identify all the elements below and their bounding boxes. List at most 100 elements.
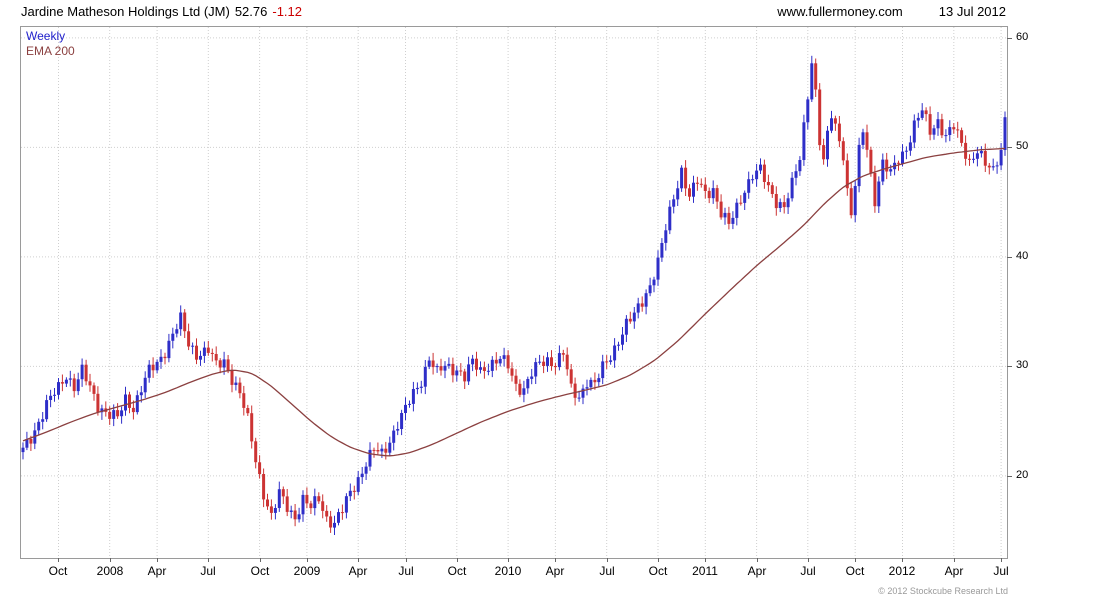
candle-body: [151, 364, 155, 371]
candle: [214, 346, 218, 366]
candle-body: [269, 506, 273, 513]
candle: [561, 349, 565, 362]
candle: [242, 385, 246, 416]
candle: [699, 178, 703, 188]
candle-body: [766, 182, 770, 186]
candle: [546, 352, 549, 372]
candle: [447, 357, 451, 369]
candle-body: [573, 383, 577, 398]
candle: [183, 309, 187, 338]
candle: [317, 492, 321, 504]
candle: [912, 114, 916, 149]
candle: [309, 500, 313, 514]
candle: [37, 418, 41, 436]
candle-body: [210, 352, 214, 354]
candle-body: [684, 167, 688, 189]
candle: [538, 354, 542, 365]
candle: [550, 350, 553, 371]
chart-legend: Weekly EMA 200: [26, 29, 75, 59]
candle: [818, 83, 822, 151]
candle: [293, 504, 297, 527]
chart-area: Weekly EMA 200: [20, 26, 1008, 559]
candle-body: [226, 359, 230, 371]
candle: [411, 381, 415, 412]
candle: [191, 342, 195, 355]
candle-body: [609, 360, 613, 362]
x-tick-label: 2008: [96, 564, 124, 578]
candle: [159, 349, 163, 369]
x-tick-label: Apr: [147, 564, 167, 578]
candle-body: [120, 410, 124, 417]
candle: [648, 277, 652, 297]
candle: [388, 436, 392, 457]
candle: [408, 400, 411, 408]
candle-body: [688, 188, 691, 197]
candle-body: [798, 160, 802, 172]
candle-body: [837, 123, 841, 142]
candle-body: [968, 158, 971, 160]
x-tick-label: 2009: [293, 564, 321, 578]
x-tick-label: Oct: [447, 564, 467, 578]
candle: [928, 106, 932, 141]
candle: [782, 195, 786, 214]
candle: [163, 352, 167, 365]
candle-body: [695, 182, 699, 184]
candle: [415, 382, 419, 395]
candle: [518, 379, 522, 398]
candle-body: [352, 490, 356, 492]
candle-body: [435, 366, 439, 368]
candle-body: [498, 358, 502, 364]
candle: [258, 455, 262, 479]
candle-body: [699, 183, 703, 185]
candle: [344, 493, 348, 519]
candle: [325, 505, 329, 522]
candle-body: [802, 122, 806, 160]
candle: [837, 116, 841, 148]
candle-body: [206, 347, 210, 353]
candle-body: [356, 477, 360, 492]
candle-body: [861, 132, 865, 145]
x-tick: [902, 558, 903, 562]
candle-body: [561, 353, 565, 355]
candle-body: [853, 186, 857, 216]
candle: [617, 341, 620, 351]
candle: [869, 146, 873, 177]
candle-body: [419, 386, 423, 388]
candle-body: [589, 379, 593, 388]
x-tick-label: 2010: [494, 564, 522, 578]
candle-body: [179, 312, 183, 330]
candle: [234, 376, 238, 391]
candle: [688, 184, 691, 201]
candle-body: [202, 347, 206, 356]
x-tick-label: Apr: [545, 564, 565, 578]
candle: [995, 161, 999, 174]
candle: [384, 441, 388, 460]
candle-body: [396, 429, 400, 431]
candle: [321, 494, 325, 519]
candle-body: [222, 359, 226, 368]
y-tick: [1007, 147, 1012, 148]
candle-body: [857, 144, 861, 187]
candle: [857, 137, 861, 193]
candle-body: [486, 370, 490, 372]
x-tick-label: Oct: [48, 564, 68, 578]
candle-body: [542, 361, 546, 366]
candle-body: [613, 345, 617, 361]
candle: [60, 374, 64, 392]
candle-body: [96, 393, 100, 413]
candle-body: [786, 198, 790, 208]
candle: [743, 190, 747, 210]
candle-body: [135, 395, 139, 413]
candle: [88, 373, 92, 392]
x-tick-label: Apr: [944, 564, 964, 578]
candle-body: [246, 408, 250, 414]
candle: [352, 485, 356, 500]
candle-body: [755, 170, 759, 180]
candle-body: [932, 128, 936, 135]
candle-body: [376, 450, 380, 452]
x-tick: [406, 558, 407, 562]
candle-body: [770, 185, 774, 194]
candle-body: [739, 202, 743, 204]
candle-body: [380, 448, 384, 452]
candle: [932, 124, 936, 140]
